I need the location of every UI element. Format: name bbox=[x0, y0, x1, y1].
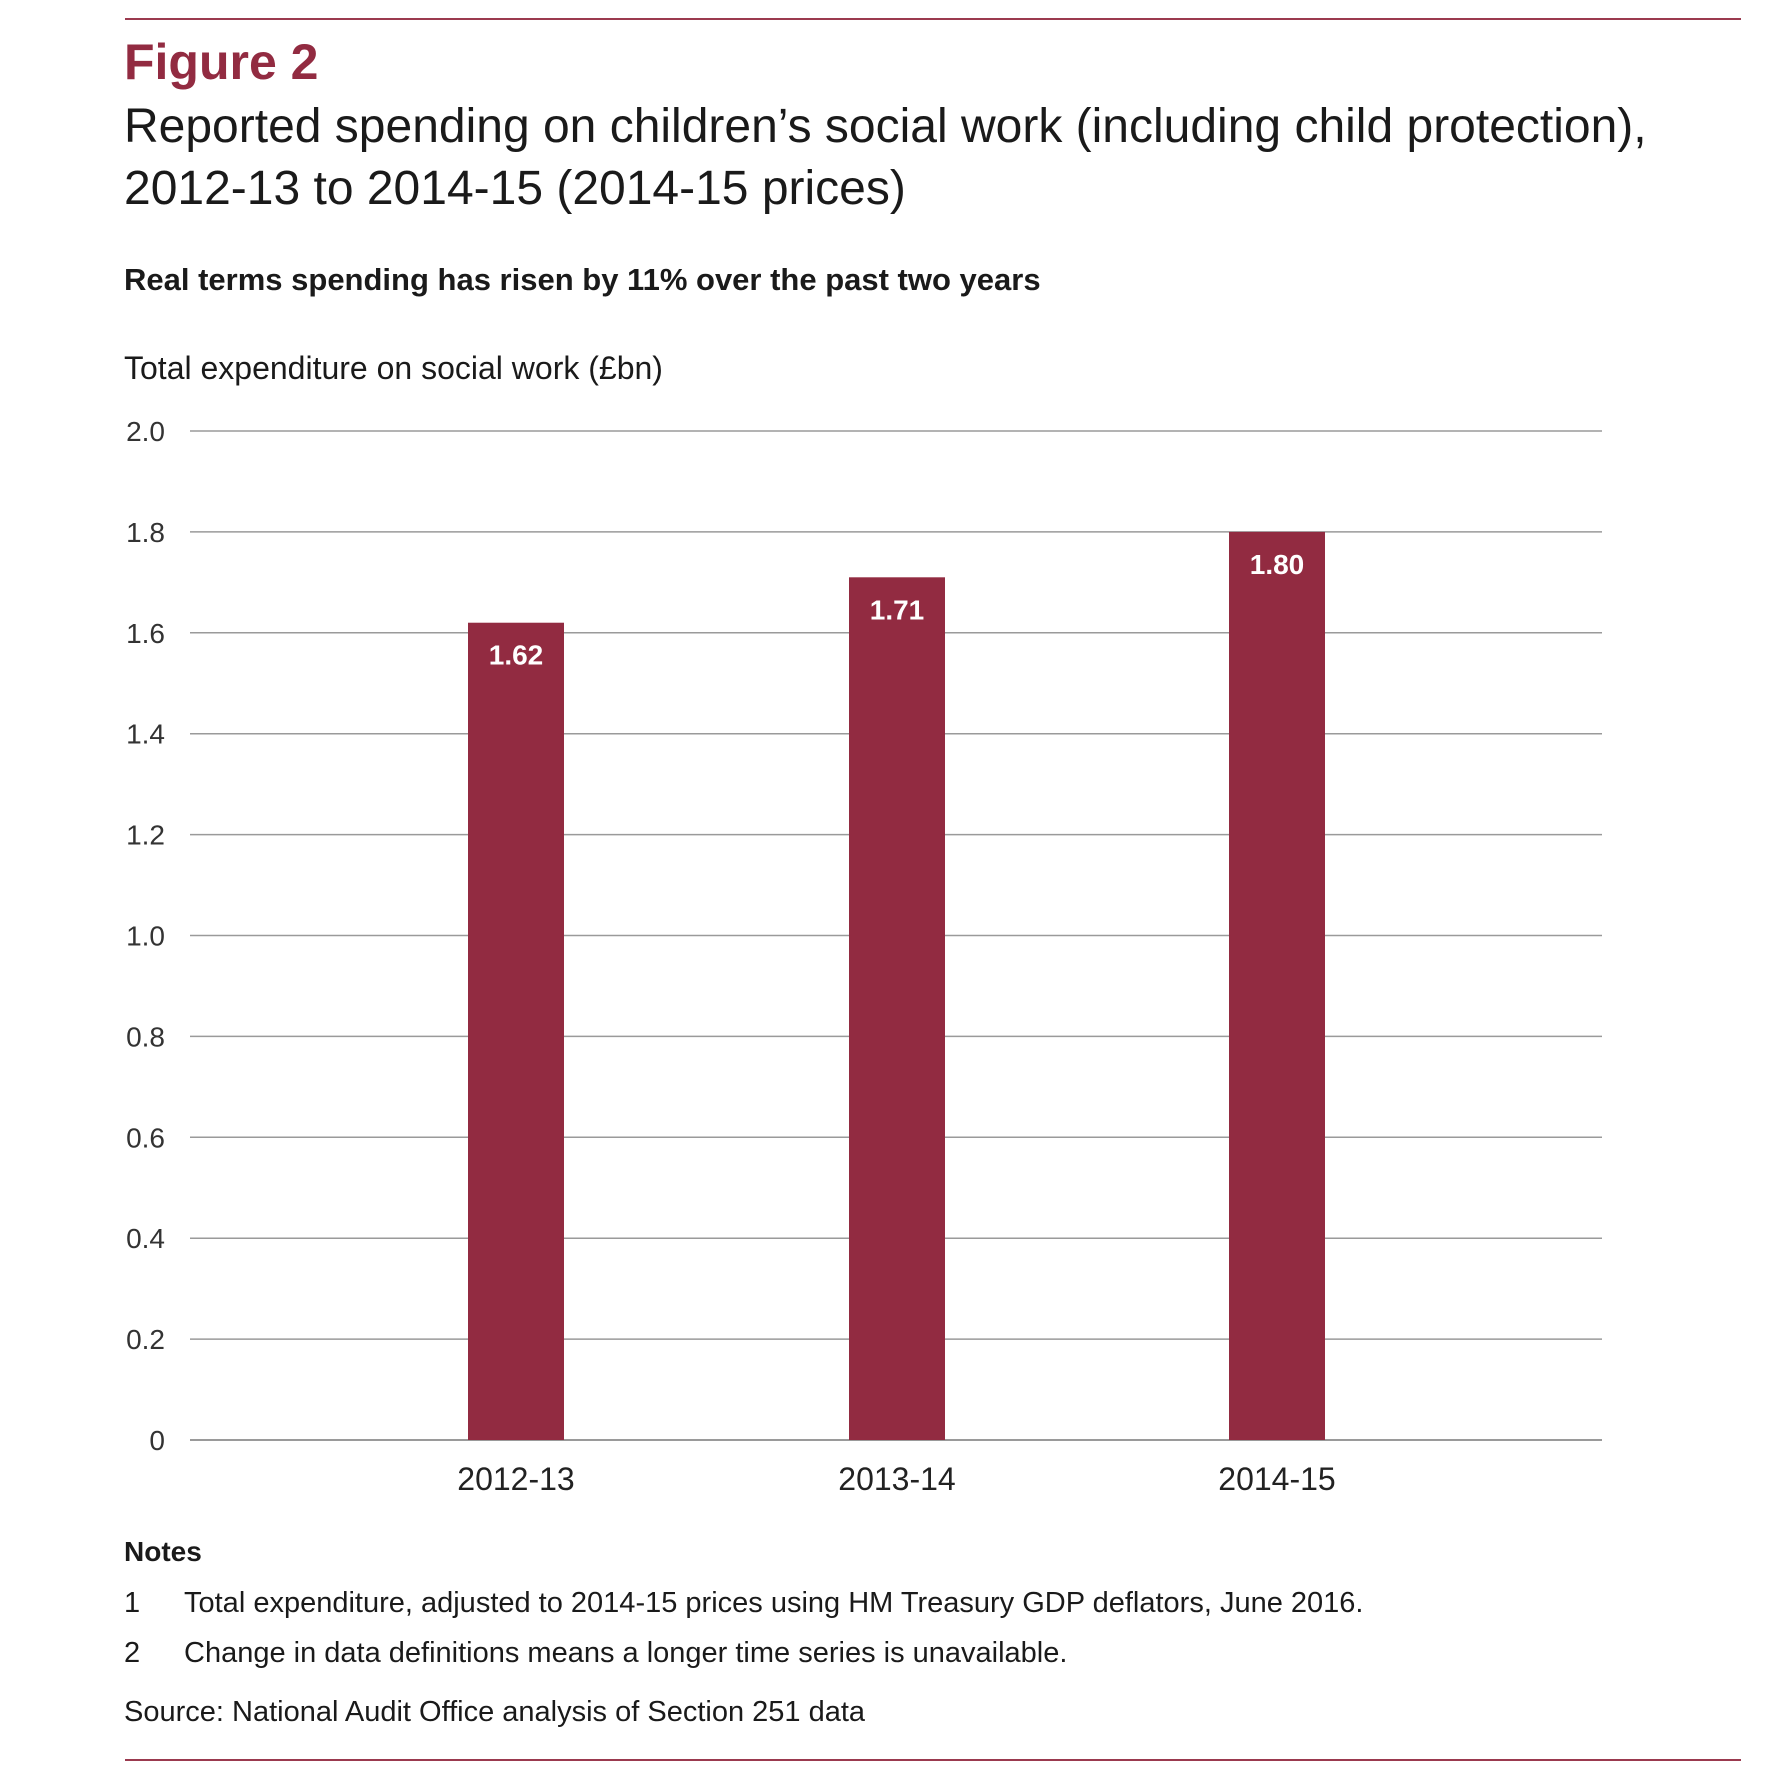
x-category-label: 2013-14 bbox=[838, 1461, 955, 1497]
y-tick-label: 1.8 bbox=[126, 517, 165, 548]
y-tick-label: 0.4 bbox=[126, 1223, 165, 1254]
bar-value-label: 1.62 bbox=[489, 640, 544, 671]
y-tick-label: 1.6 bbox=[126, 618, 165, 649]
notes-heading: Notes bbox=[124, 1536, 202, 1567]
y-tick-label: 0.8 bbox=[126, 1021, 165, 1052]
note-text: Change in data definitions means a longe… bbox=[184, 1637, 1068, 1669]
bar-chart: 0 0.2 0.4 0.6 0.8 1.0 1.2 1.4 1.6 1.8 2.0 1.62 1.71… bbox=[126, 416, 1602, 1497]
y-tick-label: 1.2 bbox=[126, 820, 165, 851]
x-category-label: 2012-13 bbox=[457, 1461, 574, 1497]
x-category-label: 2014-15 bbox=[1218, 1461, 1335, 1497]
y-tick-label: 2.0 bbox=[126, 416, 165, 447]
note-item: 2 Change in data definitions means a lon… bbox=[124, 1628, 1724, 1678]
notes-section: Notes 1 Total expenditure, adjusted to 2… bbox=[124, 1536, 1724, 1678]
bar-2013-14 bbox=[849, 577, 945, 1440]
y-tick-label: 0.2 bbox=[126, 1324, 165, 1355]
bar-2014-15 bbox=[1229, 531, 1325, 1440]
bar-value-label: 1.80 bbox=[1250, 549, 1305, 580]
y-tick-label: 1.0 bbox=[126, 921, 165, 952]
figure-subtitle: Real terms spending has risen by 11% ove… bbox=[124, 262, 1041, 297]
bottom-rule bbox=[125, 1759, 1741, 1761]
bars: 1.62 1.71 1.80 bbox=[468, 531, 1325, 1440]
source-line: Source: National Audit Office analysis o… bbox=[124, 1696, 866, 1728]
top-rule bbox=[125, 18, 1741, 20]
y-tick-label: 0 bbox=[149, 1425, 165, 1456]
note-number: 2 bbox=[124, 1637, 141, 1669]
note-item: 1 Total expenditure, adjusted to 2014-15… bbox=[124, 1578, 1724, 1628]
y-tick-label: 1.4 bbox=[126, 719, 165, 750]
bar-value-label: 1.71 bbox=[870, 594, 925, 625]
figure-title: Reported spending on children’s social w… bbox=[124, 100, 1647, 215]
y-axis-title: Total expenditure on social work (£bn) bbox=[124, 350, 663, 386]
y-tick-label: 0.6 bbox=[126, 1122, 165, 1153]
note-number: 1 bbox=[124, 1587, 141, 1619]
x-axis-labels: 2012-13 2013-14 2014-15 bbox=[457, 1461, 1335, 1497]
note-text: Total expenditure, adjusted to 2014-15 p… bbox=[184, 1587, 1364, 1619]
bar-2012-13 bbox=[468, 622, 564, 1440]
y-axis-ticks: 0 0.2 0.4 0.6 0.8 1.0 1.2 1.4 1.6 1.8 2.0 bbox=[126, 416, 165, 1456]
figure-label: Figure 2 bbox=[124, 34, 319, 90]
